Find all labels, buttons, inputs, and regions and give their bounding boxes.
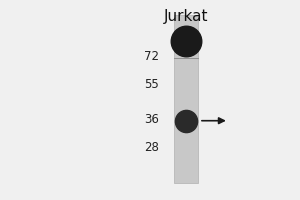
Text: 28: 28 bbox=[144, 141, 159, 154]
Text: 55: 55 bbox=[144, 78, 159, 91]
Text: 72: 72 bbox=[144, 50, 159, 63]
Text: Jurkat: Jurkat bbox=[164, 9, 208, 24]
Text: 36: 36 bbox=[144, 113, 159, 126]
FancyBboxPatch shape bbox=[174, 15, 198, 183]
